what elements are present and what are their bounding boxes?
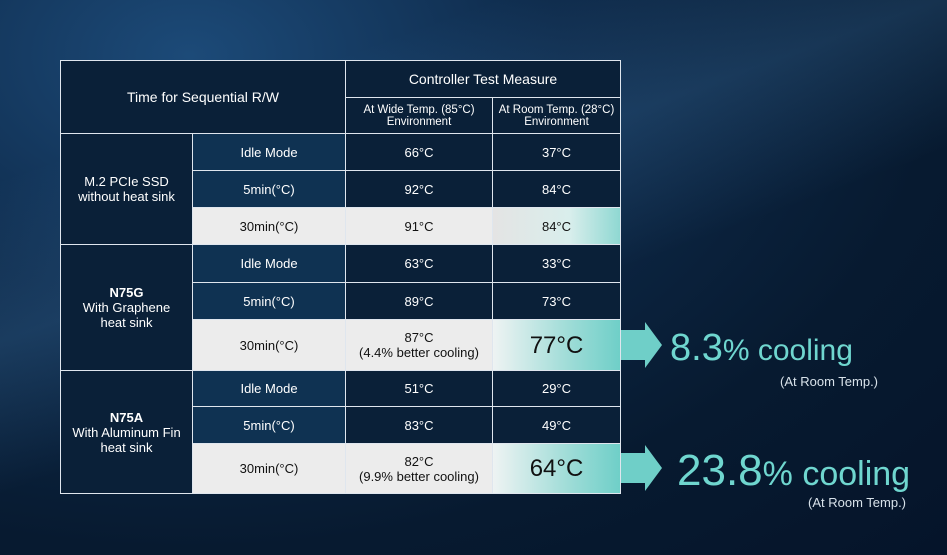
callout: 8.3% cooling: [670, 327, 853, 370]
arrow: [620, 322, 662, 368]
room-cell: 37°C: [492, 133, 621, 171]
header-line: Environment: [524, 115, 589, 128]
wide-cell: 87°C (4.4% better cooling): [345, 319, 493, 371]
callout-note: (At Room Temp.): [808, 495, 907, 510]
room-cell: 84°C: [492, 170, 621, 208]
group-line: With Graphene: [82, 300, 171, 315]
wide-text: 51°C: [404, 381, 434, 396]
room-text: 84°C: [541, 181, 572, 197]
arrow: [620, 445, 662, 491]
room-text: 33°C: [541, 256, 572, 271]
wide-cell: 82°C (9.9% better cooling): [345, 443, 493, 494]
wide-text: 63°C: [404, 256, 434, 271]
room-text: 64°C: [529, 455, 584, 482]
room-text: 77°C: [529, 331, 584, 359]
callout-unit: % cooling: [762, 455, 911, 493]
mode-cell: 30min(°C): [192, 443, 346, 494]
room-cell: 29°C: [492, 370, 621, 407]
mode-cell: 30min(°C): [192, 207, 346, 245]
wide-text: 91°C: [404, 218, 434, 234]
group-header: Controller Test Measure: [345, 60, 621, 98]
mode-cell: Idle Mode: [192, 133, 346, 171]
wide-text: (4.4% better cooling): [359, 345, 479, 360]
callout-unit: % cooling: [722, 334, 853, 367]
mode-text: 30min(°C): [239, 461, 299, 476]
callout-value: 23.8: [677, 446, 763, 495]
group-line: With Aluminum Fin: [72, 424, 181, 440]
mode-cell: 5min(°C): [192, 170, 346, 208]
mode-text: 5min(°C): [243, 417, 295, 433]
mode-text: Idle Mode: [240, 256, 298, 271]
header-line: Environment: [386, 115, 452, 128]
room-text: 29°C: [541, 381, 572, 396]
room-cell: 77°C: [492, 319, 621, 371]
mode-text: 30min(°C): [239, 337, 299, 353]
group-name: N75G With Graphene heat sink: [60, 244, 193, 371]
mode-cell: 30min(°C): [192, 319, 346, 371]
wide-text: 87°C: [404, 330, 434, 345]
group-line: M.2 PCIe SSD: [84, 174, 169, 189]
corner-header: Time for Sequential R/W: [60, 60, 346, 134]
room-text: 84°C: [541, 218, 572, 234]
group-line: heat sink: [100, 439, 153, 455]
wide-cell: 51°C: [345, 370, 493, 407]
wide-text: 89°C: [404, 293, 434, 309]
wide-text: 66°C: [404, 144, 434, 160]
wide-text: (9.9% better cooling): [359, 468, 479, 484]
group-name: N75A With Aluminum Fin heat sink: [60, 370, 193, 494]
room-text: 37°C: [541, 144, 572, 160]
mode-cell: Idle Mode: [192, 244, 346, 283]
group-line: without heat sink: [78, 189, 175, 204]
mode-text: Idle Mode: [240, 144, 298, 160]
wide-cell: 89°C: [345, 282, 493, 320]
wide-cell: 63°C: [345, 244, 493, 283]
wide-text: 92°C: [404, 181, 434, 197]
room-cell: 84°C: [492, 207, 621, 245]
room-cell: 33°C: [492, 244, 621, 283]
mode-text: 30min(°C): [239, 218, 299, 234]
header-text: Controller Test Measure: [408, 70, 558, 87]
mode-text: 5min(°C): [243, 181, 295, 197]
header-line: At Wide Temp. (85°C): [363, 103, 475, 116]
column-header: At Room Temp. (28°C) Environment: [492, 97, 621, 134]
room-cell: 64°C: [492, 443, 621, 494]
group-line: heat sink: [100, 315, 153, 330]
mode-cell: 5min(°C): [192, 406, 346, 444]
wide-cell: 83°C: [345, 406, 493, 444]
group-line: N75A: [109, 409, 144, 425]
callout-value: 8.3: [670, 327, 723, 369]
callout: 23.8% cooling: [677, 446, 910, 496]
wide-cell: 66°C: [345, 133, 493, 171]
room-cell: 49°C: [492, 406, 621, 444]
mode-cell: Idle Mode: [192, 370, 346, 407]
mode-text: 5min(°C): [243, 293, 295, 309]
wide-cell: 91°C: [345, 207, 493, 245]
group-line: N75G: [109, 285, 144, 300]
wide-cell: 92°C: [345, 170, 493, 208]
room-cell: 73°C: [492, 282, 621, 320]
header-line: At Room Temp. (28°C): [498, 103, 615, 116]
wide-text: 82°C: [404, 453, 434, 469]
mode-text: Idle Mode: [240, 381, 298, 396]
column-header: At Wide Temp. (85°C) Environment: [345, 97, 493, 134]
callout-note: (At Room Temp.): [780, 374, 879, 389]
room-text: 73°C: [541, 293, 572, 309]
mode-cell: 5min(°C): [192, 282, 346, 320]
header-text: Time for Sequential R/W: [127, 88, 279, 105]
room-text: 49°C: [541, 417, 572, 433]
wide-text: 83°C: [404, 417, 434, 433]
group-name: M.2 PCIe SSD without heat sink: [60, 133, 193, 245]
